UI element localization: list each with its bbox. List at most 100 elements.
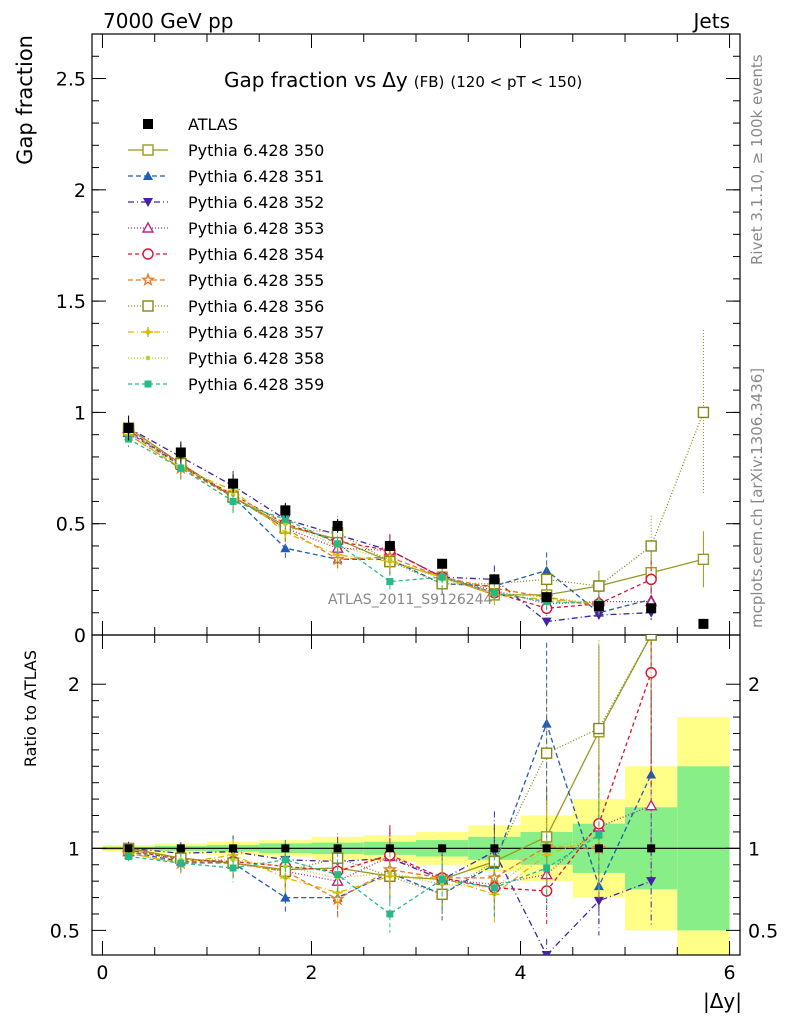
bot-ytick-label: 2 — [68, 674, 80, 696]
top-point — [438, 573, 446, 581]
legend-entry-10: Pythia 6.428 359 — [128, 375, 324, 394]
legend-entry-6: Pythia 6.428 355 — [128, 271, 324, 290]
top-point — [230, 492, 236, 498]
bot-point — [644, 799, 658, 811]
bot-series-line — [128, 836, 600, 889]
atlas-ratio-point — [176, 844, 185, 853]
atlas-ratio-point — [438, 844, 447, 853]
atlas-point — [489, 574, 500, 585]
bot-point — [386, 910, 394, 918]
atlas-data — [123, 415, 709, 629]
top-series-line — [128, 438, 599, 605]
bot-point — [283, 864, 288, 869]
bot-point — [177, 859, 185, 867]
bot-ytick-label: 1 — [68, 838, 80, 860]
bot-panel — [121, 635, 658, 955]
header-right: Jets — [692, 9, 730, 33]
top-series-0 — [122, 419, 710, 607]
legend-label: Pythia 6.428 356 — [188, 297, 324, 316]
legend-entry-4: Pythia 6.428 353 — [128, 219, 324, 238]
top-point — [697, 553, 710, 566]
legend-marker — [142, 300, 154, 312]
axes-and-ticks: 0 0.5 1 1.5 2 2.5 0.5 0.5 1 1 2 2 0 2 4 6 — [50, 33, 778, 984]
top-series-line — [128, 434, 599, 605]
top-series-line — [128, 431, 652, 614]
legend-entry-1: Pythia 6.428 350 — [128, 141, 324, 160]
legend-marker — [145, 355, 151, 361]
title-range: (120 < pT < 150) — [450, 73, 582, 91]
bot-ytick-label-right: 0.5 — [748, 920, 778, 942]
top-point — [334, 540, 342, 548]
legend-marker — [141, 221, 155, 233]
atlas-ratio-point — [542, 844, 551, 853]
top-point — [386, 578, 394, 586]
legend-label: Pythia 6.428 351 — [188, 167, 324, 186]
bot-point — [334, 871, 342, 879]
top-series-line — [128, 434, 600, 607]
legend-marker — [143, 327, 153, 337]
top-ytick-label: 1.5 — [56, 291, 86, 313]
title-main: Gap fraction vs — [224, 68, 376, 92]
legend-marker — [143, 119, 153, 129]
legend-entry-0: ATLAS — [143, 115, 238, 134]
atlas-ratio-point — [229, 844, 238, 853]
bot-point — [593, 722, 605, 735]
xtick-label: 2 — [305, 962, 317, 984]
chart-title: Gap fraction vs Δy (FB) (120 < pT < 150) — [224, 68, 582, 92]
legend: ATLAS Pythia 6.428 350 Pythia 6.428 351 Pyt… — [128, 115, 324, 394]
top-series-8 — [126, 424, 602, 614]
bot-series-line — [128, 836, 600, 896]
bot-series-9 — [125, 780, 603, 933]
xtick-label: 4 — [514, 962, 526, 984]
bot-point — [645, 635, 657, 641]
bot-point — [541, 951, 552, 955]
top-point — [593, 610, 604, 620]
atlas-point — [384, 540, 395, 551]
top-point — [229, 497, 237, 505]
legend-entry-9: Pythia 6.428 358 — [128, 349, 324, 368]
top-ytick-label: 1 — [74, 402, 86, 424]
bot-point — [543, 864, 551, 872]
top-point — [387, 557, 393, 562]
legend-marker — [140, 272, 156, 287]
atlas-point — [175, 447, 186, 458]
top-point — [697, 406, 710, 419]
legend-marker — [142, 144, 154, 156]
atlas-point — [698, 618, 709, 629]
legend-label: Pythia 6.428 354 — [188, 245, 324, 264]
top-ytick-label: 2.5 — [56, 69, 86, 91]
legend-marker — [143, 198, 153, 207]
legend-marker — [143, 171, 153, 180]
series-layer — [121, 330, 710, 955]
top-point — [541, 617, 552, 627]
bot-point — [125, 853, 133, 861]
ratio-bands — [92, 717, 740, 955]
legend-label: Pythia 6.428 355 — [188, 271, 324, 290]
legend-label: Pythia 6.428 352 — [188, 193, 324, 212]
top-point — [177, 464, 185, 472]
top-point — [281, 515, 289, 523]
xlabel: |Δy| — [703, 989, 742, 1013]
atlas-point — [332, 520, 343, 531]
legend-entry-3: Pythia 6.428 352 — [128, 193, 324, 212]
top-series-5 — [121, 426, 607, 616]
atlas-ratio-point — [594, 844, 603, 853]
header-left: 7000 GeV pp — [103, 9, 234, 33]
bot-point — [490, 884, 498, 892]
bot-ytick-label: 0.5 — [50, 920, 80, 942]
top-series-9 — [125, 431, 603, 614]
bot-point — [646, 877, 657, 887]
top-point — [540, 573, 553, 586]
bot-series-line — [128, 721, 652, 899]
rivet-label: Rivet 3.1.10, ≥ 100k events — [748, 54, 766, 265]
legend-label: ATLAS — [188, 115, 238, 134]
top-series-6 — [122, 330, 710, 602]
top-ytick-label: 0.5 — [56, 514, 86, 536]
atlas-ratio-point — [385, 844, 394, 853]
bot-point — [593, 896, 604, 906]
bot-point — [646, 769, 657, 779]
top-ytick-label: 2 — [74, 180, 86, 202]
top-point — [593, 580, 605, 592]
bot-point — [439, 882, 445, 887]
